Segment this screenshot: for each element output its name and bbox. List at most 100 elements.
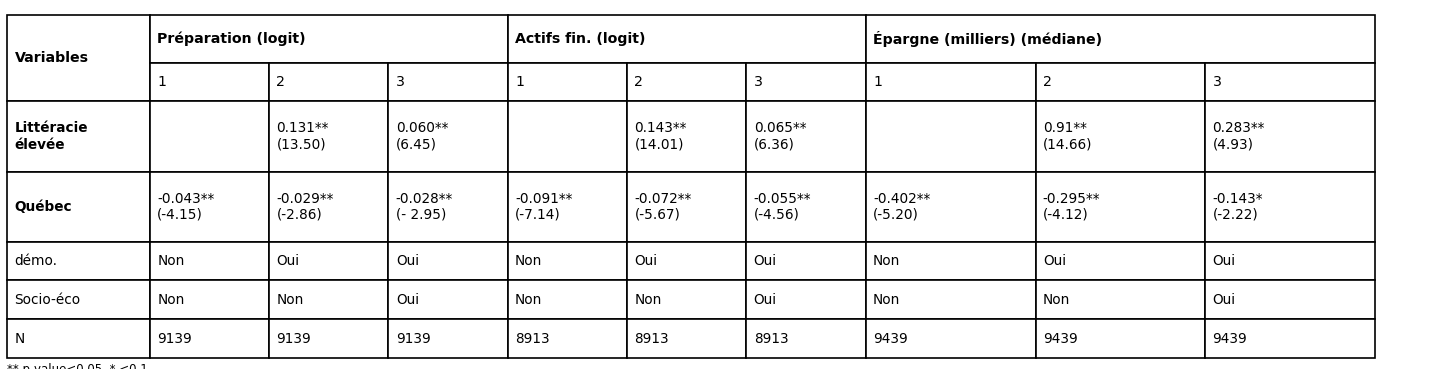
Bar [508, 101, 627, 172]
Bar [269, 101, 388, 172]
Bar [746, 172, 866, 242]
Text: Oui: Oui [1043, 254, 1067, 268]
Text: 9439: 9439 [1212, 332, 1247, 345]
Bar [508, 63, 627, 101]
Bar [1036, 101, 1205, 172]
Text: 0.91**
(14.66): 0.91** (14.66) [1043, 121, 1093, 152]
Text: 0.060**
(6.45): 0.060** (6.45) [396, 121, 448, 152]
Text: 9439: 9439 [873, 332, 908, 345]
Bar [150, 319, 269, 358]
Text: Oui: Oui [634, 254, 658, 268]
Text: 9139: 9139 [396, 332, 431, 345]
Text: Variables: Variables [15, 51, 89, 65]
Bar [150, 63, 269, 101]
Text: démo.: démo. [15, 254, 58, 268]
Text: 0.283**
(4.93): 0.283** (4.93) [1212, 121, 1264, 152]
Text: 1: 1 [157, 75, 166, 89]
Text: -0.072**
(-5.67): -0.072** (-5.67) [634, 192, 691, 222]
Text: 0.131**
(13.50): 0.131** (13.50) [276, 121, 329, 152]
Text: Non: Non [873, 254, 901, 268]
Bar [7, 172, 150, 242]
Text: 0.065**
(6.36): 0.065** (6.36) [754, 121, 806, 152]
Text: Québec: Québec [15, 200, 73, 214]
Text: Non: Non [634, 293, 662, 307]
Bar [388, 101, 508, 172]
Text: -0.029**
(-2.86): -0.029** (-2.86) [276, 192, 333, 222]
Text: -0.028**
(- 2.95): -0.028** (- 2.95) [396, 192, 453, 222]
Bar [269, 280, 388, 319]
Text: 8913: 8913 [754, 332, 789, 345]
Text: Oui: Oui [1212, 293, 1235, 307]
Text: 3: 3 [754, 75, 762, 89]
Bar [7, 242, 150, 280]
Bar [627, 319, 746, 358]
Text: -0.055**
(-4.56): -0.055** (-4.56) [754, 192, 812, 222]
Bar [269, 319, 388, 358]
Bar [1036, 319, 1205, 358]
Bar [746, 242, 866, 280]
Bar [269, 172, 388, 242]
Text: Actifs fin. (logit): Actifs fin. (logit) [515, 32, 646, 46]
Text: Oui: Oui [396, 254, 419, 268]
Text: 8913: 8913 [515, 332, 550, 345]
Bar [866, 172, 1036, 242]
Bar [1036, 172, 1205, 242]
Text: Socio-éco: Socio-éco [15, 293, 80, 307]
Text: ** p-value<0.05  * <0.1: ** p-value<0.05 * <0.1 [7, 363, 148, 369]
Bar [1205, 280, 1375, 319]
Text: Oui: Oui [396, 293, 419, 307]
Bar [388, 172, 508, 242]
Bar [388, 63, 508, 101]
Text: -0.091**
(-7.14): -0.091** (-7.14) [515, 192, 572, 222]
Text: Non: Non [515, 293, 543, 307]
Bar [866, 319, 1036, 358]
Text: Oui: Oui [754, 293, 777, 307]
Text: Non: Non [1043, 293, 1071, 307]
Bar [866, 101, 1036, 172]
Text: Non: Non [157, 254, 185, 268]
Text: -0.402**
(-5.20): -0.402** (-5.20) [873, 192, 930, 222]
Bar [1205, 63, 1375, 101]
Bar [269, 63, 388, 101]
Text: Oui: Oui [1212, 254, 1235, 268]
Text: -0.143*
(-2.22): -0.143* (-2.22) [1212, 192, 1263, 222]
Text: Épargne (milliers) (médiane): Épargne (milliers) (médiane) [873, 31, 1101, 47]
Bar [508, 280, 627, 319]
Bar [627, 242, 746, 280]
Bar [150, 101, 269, 172]
Bar [1205, 172, 1375, 242]
Bar [1036, 63, 1205, 101]
Text: 9139: 9139 [276, 332, 311, 345]
Text: Non: Non [276, 293, 304, 307]
Bar [508, 319, 627, 358]
Bar [866, 63, 1036, 101]
Text: Non: Non [515, 254, 543, 268]
Bar [1205, 101, 1375, 172]
Text: 1: 1 [515, 75, 524, 89]
Bar [7, 280, 150, 319]
Bar [7, 101, 150, 172]
Text: 2: 2 [276, 75, 285, 89]
Bar [7, 15, 150, 101]
Text: Littéracie
élevée: Littéracie élevée [15, 121, 89, 152]
Bar [7, 319, 150, 358]
Text: 0.143**
(14.01): 0.143** (14.01) [634, 121, 687, 152]
Bar [746, 63, 866, 101]
Text: -0.043**
(-4.15): -0.043** (-4.15) [157, 192, 214, 222]
Bar [388, 319, 508, 358]
Bar [150, 15, 508, 63]
Bar [1036, 242, 1205, 280]
Bar [1205, 319, 1375, 358]
Text: Non: Non [157, 293, 185, 307]
Text: 2: 2 [1043, 75, 1052, 89]
Text: 9139: 9139 [157, 332, 192, 345]
Bar [508, 15, 866, 63]
Text: 3: 3 [1212, 75, 1222, 89]
Text: 1: 1 [873, 75, 882, 89]
Text: -0.295**
(-4.12): -0.295** (-4.12) [1043, 192, 1100, 222]
Bar [388, 242, 508, 280]
Text: 8913: 8913 [634, 332, 669, 345]
Bar [746, 101, 866, 172]
Bar [866, 15, 1375, 63]
Text: 3: 3 [396, 75, 404, 89]
